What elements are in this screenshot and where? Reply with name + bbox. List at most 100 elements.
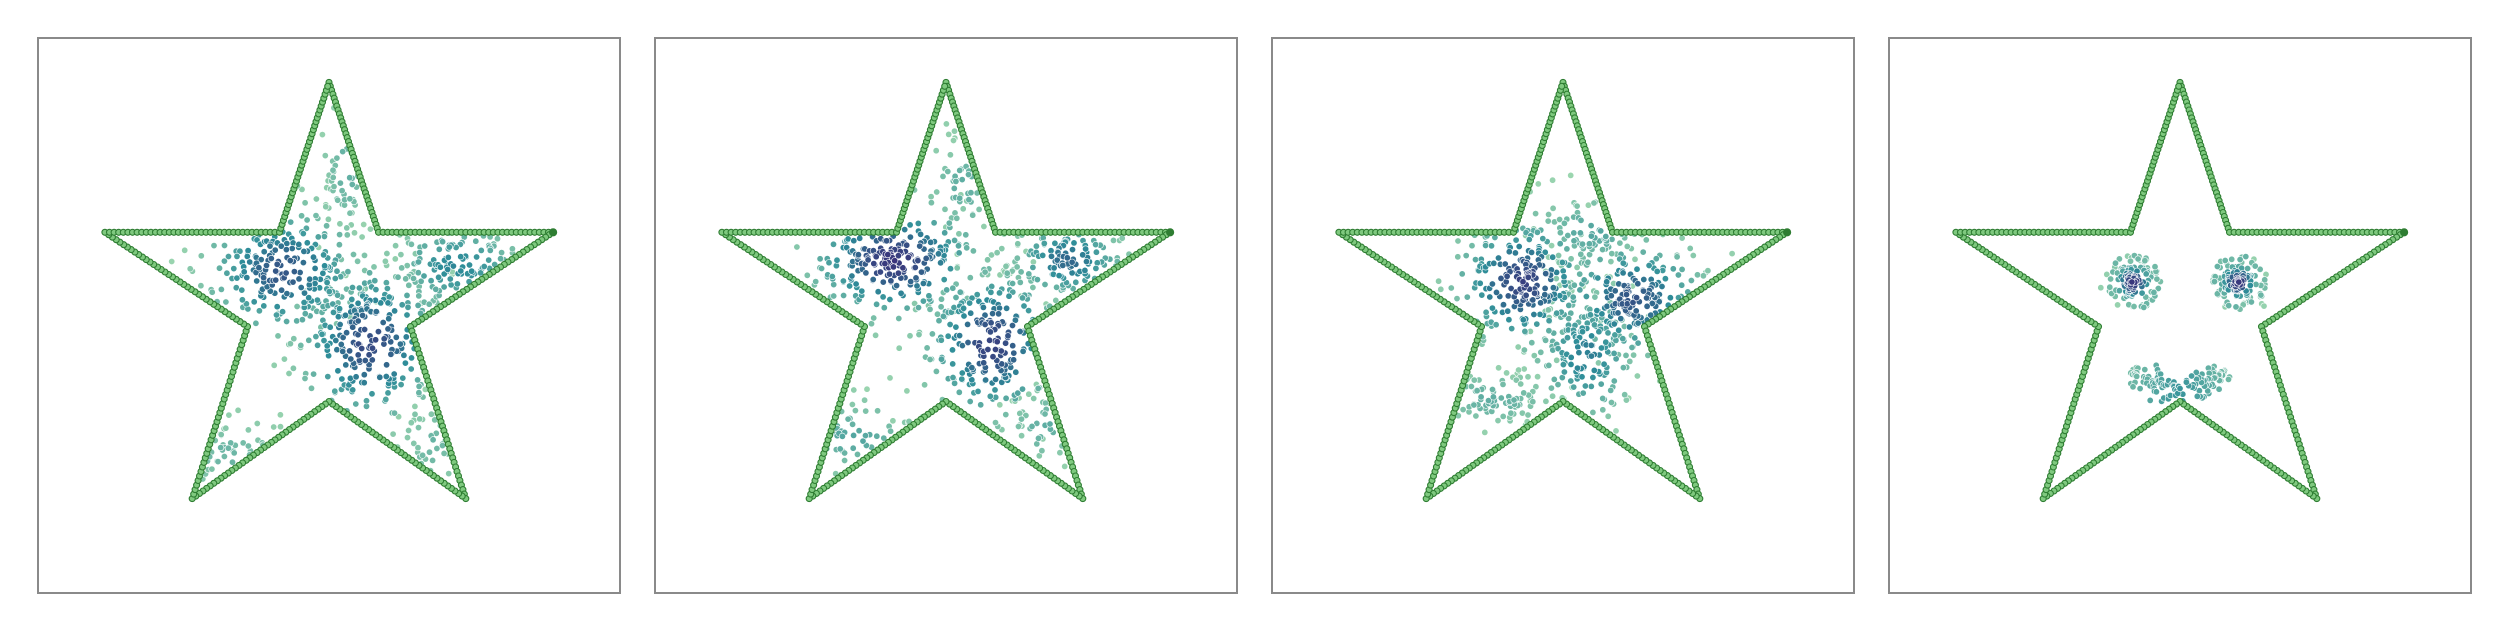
sample-point [1666,294,1674,302]
sample-point [372,308,380,316]
sample-point [988,282,996,290]
sample-point [384,389,392,397]
sample-point [244,426,252,434]
sample-point [389,430,397,438]
sample-point [411,402,419,410]
sample-point [402,333,410,341]
sample-point [1653,267,1661,275]
sample-point [321,152,329,160]
sample-point [1494,417,1502,425]
sample-point [1500,301,1508,309]
sample-point [311,264,319,272]
sample-point [1517,380,1525,388]
sample-point [271,246,279,254]
sample-point [414,301,422,309]
sample-point [812,278,820,286]
sample-point [874,288,882,296]
sample-point [941,229,949,237]
sample-point [301,199,309,207]
sample-point [309,253,317,261]
sample-point [1473,387,1481,395]
sample-point [1511,249,1519,257]
sample-point [1573,202,1581,210]
sample-point [1041,410,1049,418]
sample-point [473,253,481,261]
sample-point [1033,276,1041,284]
sample-point [255,307,263,315]
sample-point [354,351,362,359]
sample-point [1013,254,1021,262]
sample-point [280,355,288,363]
sample-point [1025,270,1033,278]
sample-point [1055,272,1063,280]
sample-point [290,268,298,276]
sample-point [257,256,265,264]
sample-point [372,336,380,344]
sample-point [396,340,404,348]
boundary-point [941,82,949,90]
sample-point [840,291,848,299]
sample-point [429,456,437,464]
sample-point [862,407,870,415]
sample-point [2236,256,2244,264]
sample-point [305,294,313,302]
sample-point [830,281,838,289]
sample-point [1478,291,1486,299]
sample-point [1600,360,1608,368]
sample-point [298,316,306,324]
sample-point [407,419,415,427]
sample-point [1528,339,1536,347]
sample-point [948,346,956,354]
sample-point [332,336,340,344]
panel-2-plot [718,78,1175,503]
sample-point [1582,292,1590,300]
sample-point [217,431,225,439]
sample-point [2130,302,2138,310]
sample-point [1570,281,1578,289]
sample-point [306,275,314,283]
sample-point [1587,222,1595,230]
sample-point [398,264,406,272]
sample-point [1587,232,1595,240]
sample-point [886,295,894,303]
sample-point [966,274,974,282]
sample-point [272,276,280,284]
sample-point [445,243,453,251]
sample-point [1588,332,1596,340]
sample-point [958,176,966,184]
sample-point [384,299,392,307]
sample-point [926,305,934,313]
sample-point [904,254,912,262]
sample-point [1017,268,1025,276]
sample-point [1594,274,1602,282]
sample-point [1008,321,1016,329]
sample-point [818,264,826,272]
sample-point [486,246,494,254]
sample-point [901,226,909,234]
sample-point [916,242,924,250]
sample-point [1547,384,1555,392]
sample-point [919,297,927,305]
sample-point [953,264,961,272]
sample-point [338,375,346,383]
sample-point [2242,253,2250,261]
sample-point [1016,327,1024,335]
sample-point [368,390,376,398]
sample-point [305,336,313,344]
sample-point [1560,219,1568,227]
sample-point [414,424,422,432]
sample-point [1633,294,1641,302]
sample-point [246,258,254,266]
sample-point [472,237,480,245]
sample-point [979,303,987,311]
sample-point [1082,245,1090,253]
sample-point [1559,361,1567,369]
sample-point [401,359,409,367]
sample-point [391,255,399,263]
sample-point [1499,380,1507,388]
sample-point [1025,390,1033,398]
sample-point [895,344,903,352]
sample-point [290,335,298,343]
sample-point [869,275,877,283]
sample-point [425,448,433,456]
